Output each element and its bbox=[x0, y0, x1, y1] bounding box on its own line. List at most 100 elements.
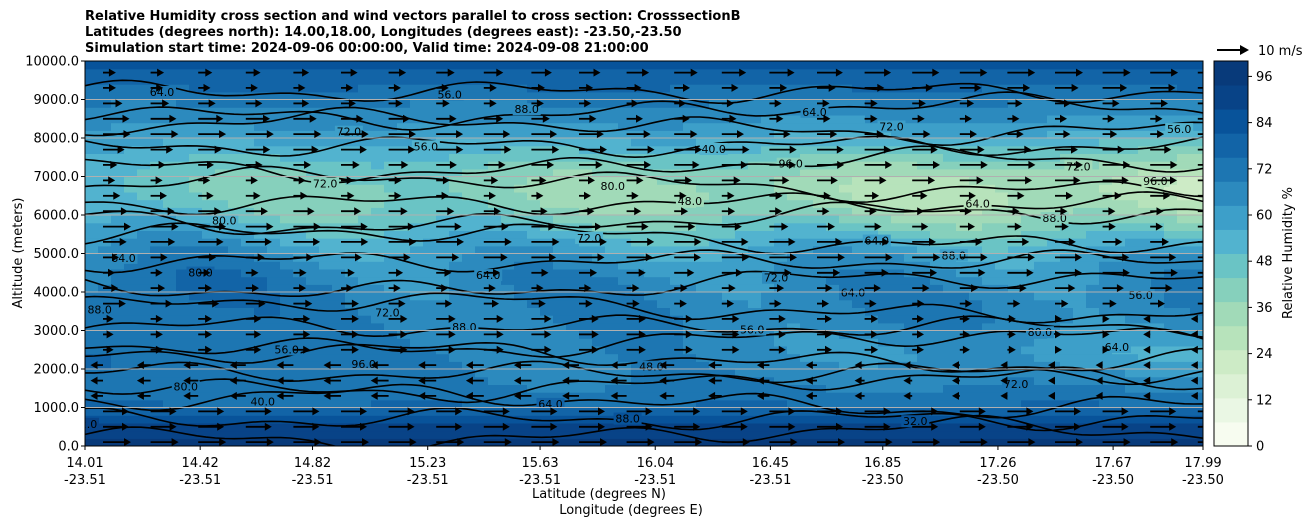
wind-vector bbox=[864, 268, 889, 277]
rh-cell bbox=[1073, 338, 1087, 347]
rh-cell bbox=[696, 91, 710, 101]
rh-cell bbox=[1138, 284, 1152, 293]
rh-cell bbox=[748, 392, 762, 401]
rh-cell bbox=[826, 353, 840, 362]
rh-cell bbox=[1047, 353, 1061, 362]
rh-cell bbox=[683, 245, 697, 255]
rh-cell bbox=[189, 422, 203, 432]
rh-cell bbox=[904, 238, 918, 247]
rh-cell bbox=[722, 184, 736, 193]
rh-cell bbox=[1060, 307, 1074, 316]
rh-cell bbox=[839, 438, 853, 446]
rh-cell bbox=[124, 191, 138, 201]
wind-vector bbox=[531, 207, 548, 216]
rh-cell bbox=[1125, 184, 1139, 193]
rh-cell bbox=[423, 91, 437, 101]
rh-cell bbox=[605, 153, 619, 162]
rh-cell bbox=[228, 268, 242, 278]
rh-cell bbox=[1138, 161, 1152, 170]
wind-vector bbox=[198, 114, 224, 123]
wind-vector bbox=[721, 345, 740, 354]
wind-vector bbox=[912, 68, 940, 77]
rh-cell bbox=[657, 345, 671, 355]
wind-vector bbox=[1102, 145, 1125, 154]
rh-cell bbox=[1125, 345, 1139, 355]
rh-cell bbox=[657, 292, 671, 301]
wind-vector bbox=[341, 207, 362, 216]
rh-cell bbox=[969, 215, 983, 224]
rh-cell bbox=[852, 230, 866, 239]
rh-cell bbox=[371, 207, 385, 216]
rh-cell bbox=[839, 191, 853, 201]
rh-cell bbox=[813, 361, 827, 370]
rh-cell bbox=[254, 199, 268, 208]
rh-cell bbox=[761, 122, 775, 131]
rh-cell bbox=[514, 438, 528, 446]
rh-cell bbox=[124, 84, 138, 93]
rh-cell bbox=[306, 215, 320, 224]
rh-cell bbox=[618, 438, 632, 446]
rh-cell bbox=[904, 345, 918, 355]
wind-vector bbox=[721, 330, 740, 339]
rh-cell bbox=[748, 399, 762, 409]
rh-cell bbox=[462, 68, 476, 77]
rh-cell bbox=[709, 184, 723, 193]
rh-cell bbox=[631, 261, 645, 270]
rh-cell bbox=[1099, 276, 1113, 285]
rh-cell bbox=[1112, 361, 1126, 370]
rh-cell bbox=[358, 122, 372, 131]
rh-cell bbox=[1073, 245, 1087, 255]
rh-cell bbox=[748, 292, 762, 301]
rh-cell bbox=[774, 199, 788, 208]
rh-cell bbox=[527, 276, 541, 285]
rh-cell bbox=[423, 191, 437, 201]
rh-cell bbox=[670, 276, 684, 285]
rh-cell bbox=[943, 68, 957, 77]
rh-cell bbox=[189, 284, 203, 293]
rh-cell bbox=[150, 168, 164, 178]
rh-cell bbox=[1099, 138, 1113, 147]
rh-cell bbox=[696, 215, 710, 224]
rh-cell bbox=[553, 361, 567, 370]
rh-cell bbox=[163, 330, 177, 339]
rh-cell bbox=[891, 345, 905, 355]
wind-vector bbox=[562, 391, 579, 400]
rh-cell bbox=[995, 68, 1009, 77]
rh-cell bbox=[150, 430, 164, 439]
rh-cell bbox=[1164, 330, 1178, 339]
wind-vector bbox=[483, 345, 504, 354]
rh-cell bbox=[852, 91, 866, 101]
rh-cell bbox=[488, 430, 502, 439]
rh-cell bbox=[683, 415, 697, 424]
wind-vector bbox=[341, 438, 369, 446]
rh-cell bbox=[137, 130, 151, 139]
rh-cell bbox=[995, 415, 1009, 424]
rh-cell bbox=[1138, 184, 1152, 193]
rh-cell bbox=[709, 176, 723, 185]
rh-cell bbox=[553, 153, 567, 162]
rh-cell bbox=[657, 145, 671, 154]
wind-vector bbox=[293, 237, 321, 246]
wind-vector bbox=[817, 237, 843, 246]
rh-cell bbox=[800, 191, 814, 201]
rh-cell bbox=[683, 153, 697, 162]
rh-cell bbox=[943, 84, 957, 93]
rh-cell bbox=[553, 199, 567, 208]
rh-cell bbox=[618, 207, 632, 216]
contour-line bbox=[85, 201, 1203, 236]
rh-cell bbox=[722, 307, 736, 316]
rh-cell bbox=[449, 76, 463, 85]
rh-cell bbox=[345, 276, 359, 285]
rh-cell bbox=[1099, 184, 1113, 193]
rh-cell bbox=[410, 207, 424, 216]
rh-cell bbox=[267, 407, 281, 416]
rh-cell bbox=[371, 330, 385, 339]
rh-cell bbox=[436, 184, 450, 193]
rh-cell bbox=[540, 361, 554, 370]
rh-cell bbox=[410, 284, 424, 293]
rh-cell bbox=[241, 122, 255, 131]
rh-cell bbox=[1086, 399, 1100, 409]
rh-cell bbox=[1125, 230, 1139, 239]
rh-cell bbox=[228, 299, 242, 308]
wind-vector bbox=[1102, 130, 1118, 139]
